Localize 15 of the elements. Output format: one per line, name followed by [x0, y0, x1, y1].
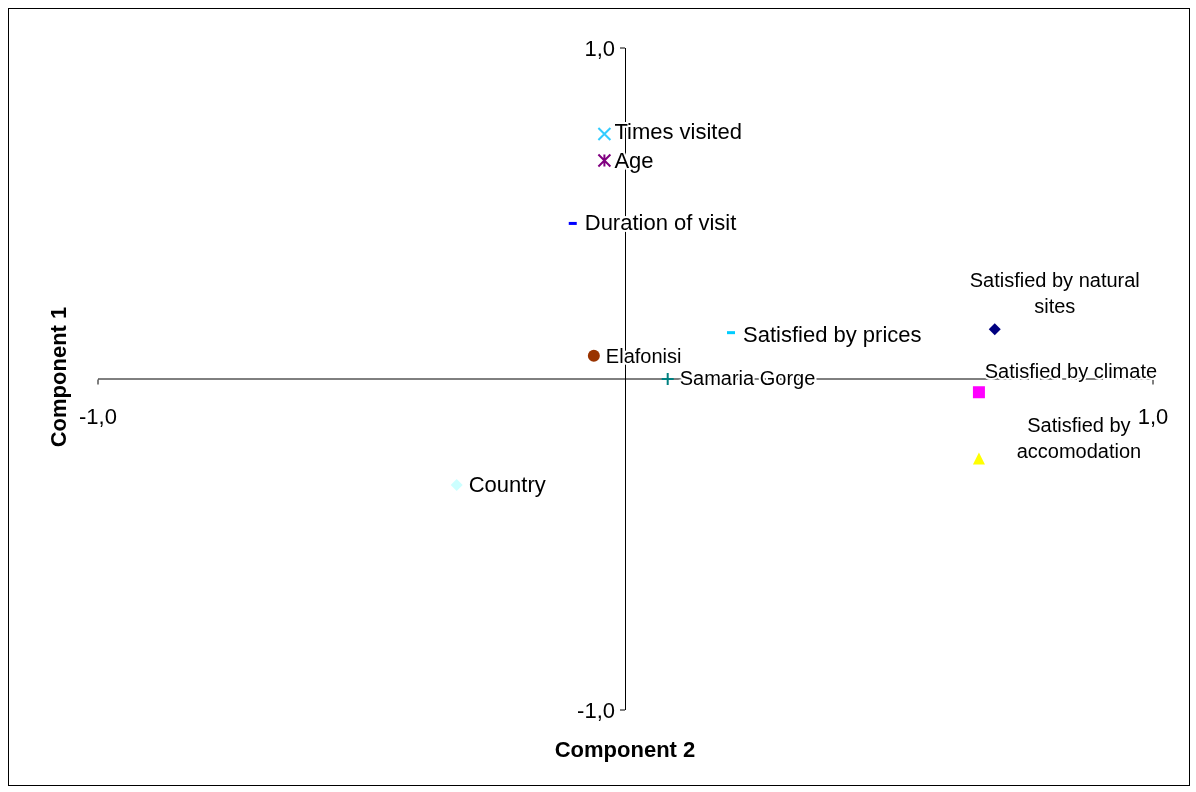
series-label: Country [468, 471, 546, 497]
x-axis-title: Component 2 [553, 737, 697, 763]
series-label: Samaria Gorge [679, 367, 816, 389]
point [660, 372, 675, 386]
point [450, 478, 463, 491]
point [972, 386, 985, 399]
point [597, 153, 612, 168]
point [597, 127, 612, 142]
series-label: Satisfied by climate [984, 360, 1158, 383]
series-label: Satisfied by prices [743, 321, 922, 347]
point [988, 323, 1001, 336]
series-label: Satisfied by natural sites [969, 269, 1140, 318]
point [587, 349, 600, 362]
point [972, 452, 985, 465]
y-axis-title: Component 1 [46, 305, 72, 450]
